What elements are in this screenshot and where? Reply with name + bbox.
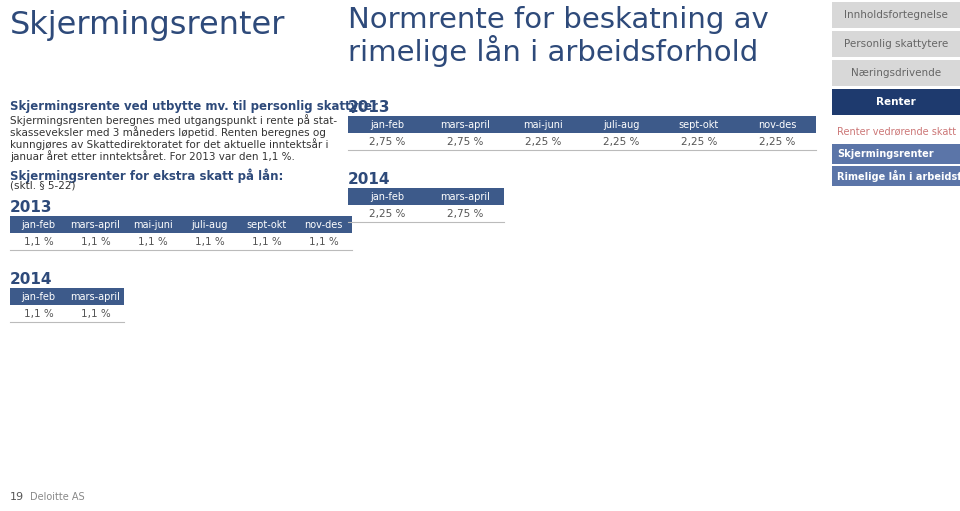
Text: jan-feb: jan-feb — [21, 291, 56, 301]
Text: Skjermingsrente ved utbytte mv. til personlig skattyter: Skjermingsrente ved utbytte mv. til pers… — [10, 100, 378, 113]
Bar — [832, 144, 960, 164]
Text: 2,25 %: 2,25 % — [525, 136, 562, 147]
Text: 2,75 %: 2,75 % — [369, 136, 405, 147]
Text: 2,25 %: 2,25 % — [603, 136, 639, 147]
Text: 1,1 %: 1,1 % — [24, 237, 54, 246]
Text: mai-juni: mai-juni — [523, 120, 563, 129]
Text: Skjermingsrenter: Skjermingsrenter — [837, 149, 934, 159]
Bar — [832, 60, 960, 86]
Text: 1,1 %: 1,1 % — [308, 237, 338, 246]
Text: Rimelige lån i arbeidsforhold: Rimelige lån i arbeidsforhold — [837, 170, 960, 182]
Text: Normrente for beskatning av: Normrente for beskatning av — [348, 6, 769, 34]
Text: kunngjøres av Skattedirektoratet for det aktuelle inntektsår i: kunngjøres av Skattedirektoratet for det… — [10, 138, 328, 150]
Text: 1,1 %: 1,1 % — [137, 237, 167, 246]
Text: 19: 19 — [10, 492, 24, 502]
Text: jan-feb: jan-feb — [21, 220, 56, 229]
Text: Næringsdrivende: Næringsdrivende — [851, 68, 941, 78]
Text: 2,25 %: 2,25 % — [681, 136, 717, 147]
Bar — [10, 288, 124, 305]
Text: (sktl. § 5-22): (sktl. § 5-22) — [10, 181, 76, 191]
Text: 2,75 %: 2,75 % — [446, 208, 483, 219]
Text: Deloitte AS: Deloitte AS — [30, 492, 84, 502]
Text: 2,25 %: 2,25 % — [369, 208, 405, 219]
Text: Renter: Renter — [876, 97, 916, 107]
Text: jan-feb: jan-feb — [370, 192, 404, 201]
Text: 1,1 %: 1,1 % — [81, 237, 110, 246]
Text: skasseveksler med 3 måneders løpetid. Renten beregnes og: skasseveksler med 3 måneders løpetid. Re… — [10, 126, 325, 138]
Bar — [832, 2, 960, 28]
Text: mai-juni: mai-juni — [132, 220, 173, 229]
Text: rimelige lån i arbeidsforhold: rimelige lån i arbeidsforhold — [348, 35, 758, 67]
Text: 2013: 2013 — [10, 200, 53, 215]
Text: Skjermingsrenten beregnes med utgangspunkt i rente på stat-: Skjermingsrenten beregnes med utgangspun… — [10, 114, 337, 126]
Text: Innholdsfortegnelse: Innholdsfortegnelse — [844, 10, 948, 20]
Text: Renter vedrørende skatt: Renter vedrørende skatt — [837, 127, 956, 137]
Text: sept-okt: sept-okt — [247, 220, 287, 229]
Text: januar året etter inntektsåret. For 2013 var den 1,1 %.: januar året etter inntektsåret. For 2013… — [10, 150, 295, 162]
Bar — [832, 89, 960, 115]
Text: 1,1 %: 1,1 % — [81, 309, 110, 318]
Text: 1,1 %: 1,1 % — [252, 237, 281, 246]
Text: juli-aug: juli-aug — [191, 220, 228, 229]
Text: 1,1 %: 1,1 % — [195, 237, 225, 246]
Bar — [10, 216, 352, 233]
Text: 2,75 %: 2,75 % — [446, 136, 483, 147]
Text: mars-april: mars-april — [71, 291, 120, 301]
Text: 2014: 2014 — [348, 172, 391, 187]
Text: mars-april: mars-april — [440, 192, 490, 201]
Text: nov-des: nov-des — [757, 120, 796, 129]
Text: Personlig skattytere: Personlig skattytere — [844, 39, 948, 49]
Text: Skjermingsrenter for ekstra skatt på lån:: Skjermingsrenter for ekstra skatt på lån… — [10, 168, 283, 182]
Text: 2014: 2014 — [10, 272, 53, 287]
Bar — [832, 166, 960, 186]
Text: juli-aug: juli-aug — [603, 120, 639, 129]
Text: sept-okt: sept-okt — [679, 120, 719, 129]
Text: mars-april: mars-april — [440, 120, 490, 129]
Text: 2,25 %: 2,25 % — [758, 136, 795, 147]
Text: jan-feb: jan-feb — [370, 120, 404, 129]
Text: Skjermingsrenter: Skjermingsrenter — [10, 10, 285, 41]
Bar — [348, 116, 816, 133]
Bar — [348, 188, 504, 205]
Text: nov-des: nov-des — [304, 220, 343, 229]
Text: mars-april: mars-april — [71, 220, 120, 229]
Bar — [832, 31, 960, 57]
Text: 1,1 %: 1,1 % — [24, 309, 54, 318]
Text: 2013: 2013 — [348, 100, 391, 115]
